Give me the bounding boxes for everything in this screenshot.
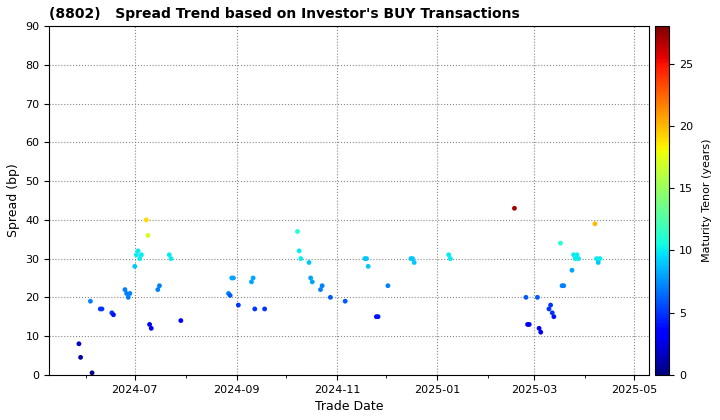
Point <box>293 247 305 254</box>
Point <box>175 317 186 324</box>
Point <box>548 313 559 320</box>
Point <box>249 306 261 312</box>
Point <box>382 282 394 289</box>
Y-axis label: Maturity Tenor (years): Maturity Tenor (years) <box>701 139 711 262</box>
Point <box>405 255 417 262</box>
Point <box>594 255 606 262</box>
Text: (8802)   Spread Trend based on Investor's BUY Transactions: (8802) Spread Trend based on Investor's … <box>50 7 520 21</box>
Point <box>566 267 577 273</box>
Point <box>443 252 454 258</box>
Point <box>303 259 315 266</box>
Point <box>96 306 108 312</box>
Point <box>591 255 603 262</box>
Point <box>554 240 566 247</box>
Point <box>522 321 534 328</box>
Point <box>233 302 244 308</box>
Point <box>75 354 86 361</box>
Point <box>259 306 271 312</box>
Point <box>165 255 176 262</box>
Point <box>121 290 132 297</box>
Point <box>372 313 384 320</box>
Point <box>142 232 153 239</box>
Point <box>573 255 585 262</box>
Point <box>135 252 147 258</box>
Point <box>534 325 545 332</box>
Point <box>315 286 326 293</box>
Point <box>444 255 456 262</box>
Point <box>325 294 336 301</box>
Point <box>131 252 143 258</box>
Point <box>535 329 546 336</box>
Point <box>106 310 117 316</box>
Point <box>225 292 236 299</box>
Point <box>246 278 257 285</box>
Point <box>129 263 140 270</box>
Point <box>408 259 420 266</box>
Point <box>124 290 135 297</box>
Point <box>132 247 144 254</box>
Point <box>73 341 85 347</box>
Point <box>144 321 156 328</box>
Point <box>163 252 175 258</box>
Point <box>593 259 604 266</box>
Point <box>362 263 374 270</box>
Point <box>509 205 521 212</box>
Point <box>523 321 535 328</box>
Point <box>568 252 580 258</box>
Point <box>120 286 131 293</box>
Point <box>545 302 557 308</box>
Point <box>558 282 570 289</box>
Point <box>571 252 582 258</box>
Point <box>222 290 234 297</box>
Point <box>546 310 558 316</box>
Point <box>305 275 316 281</box>
X-axis label: Trade Date: Trade Date <box>315 400 384 413</box>
Point <box>153 282 165 289</box>
Point <box>85 298 96 304</box>
Point <box>94 306 106 312</box>
Point <box>316 282 328 289</box>
Point <box>134 255 145 262</box>
Point <box>589 220 600 227</box>
Point <box>226 275 238 281</box>
Point <box>531 294 543 301</box>
Point <box>407 255 418 262</box>
Point <box>295 255 307 262</box>
Point <box>292 228 303 235</box>
Y-axis label: Spread (bp): Spread (bp) <box>7 164 20 237</box>
Point <box>307 278 318 285</box>
Point <box>122 294 134 301</box>
Point <box>361 255 372 262</box>
Point <box>570 255 581 262</box>
Point <box>228 275 239 281</box>
Point <box>140 217 152 223</box>
Point <box>152 286 163 293</box>
Point <box>543 306 554 312</box>
Point <box>371 313 382 320</box>
Point <box>359 255 371 262</box>
Point <box>108 311 120 318</box>
Point <box>520 294 531 301</box>
Point <box>145 325 157 332</box>
Point <box>557 282 568 289</box>
Point <box>86 370 98 376</box>
Point <box>339 298 351 304</box>
Point <box>248 275 259 281</box>
